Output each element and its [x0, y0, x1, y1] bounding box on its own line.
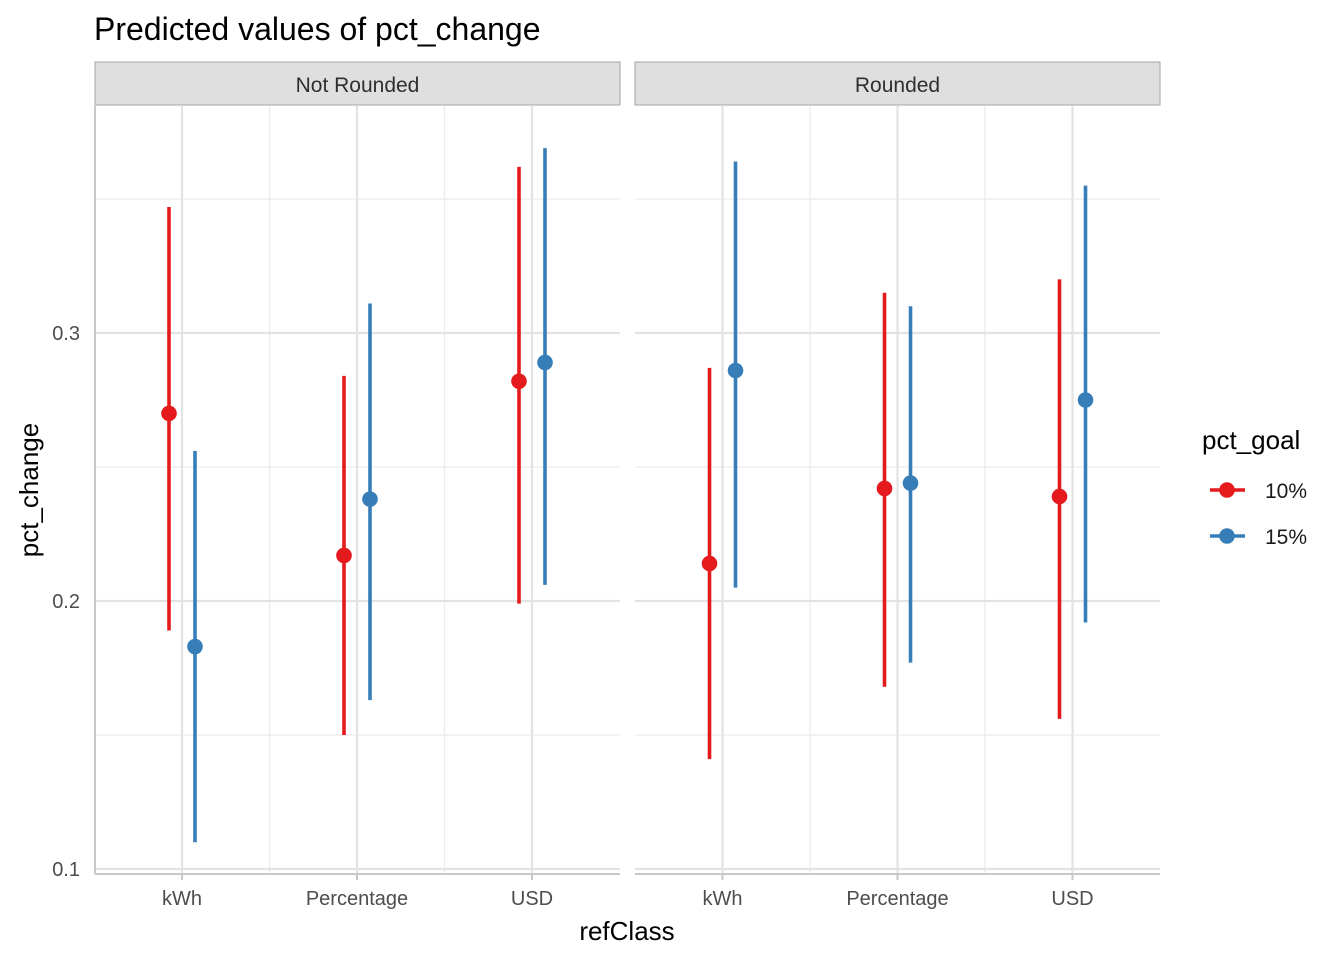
- point-not-rounded-10-usd: [511, 373, 527, 390]
- point-rounded-10-percentage: [876, 480, 893, 497]
- x-tick-label-usd: USD: [1051, 888, 1093, 910]
- x-tick-label-percentage: Percentage: [306, 888, 408, 910]
- point-rounded-10-usd: [1051, 488, 1068, 505]
- panels: Not Rounded kWh Percentage USD Rounded kWh Per…: [94, 61, 1161, 910]
- legend: pct_goal 10% 15%: [1202, 425, 1307, 549]
- y-tick-label: 0.3: [52, 323, 80, 345]
- x-axis-title: refClass: [579, 916, 674, 946]
- strip-label: Not Rounded: [296, 74, 420, 97]
- point-rounded-15-usd: [1077, 392, 1094, 408]
- legend-label-15: 15%: [1265, 526, 1307, 549]
- legend-title: pct_goal: [1202, 425, 1300, 455]
- strip-background: [94, 61, 621, 106]
- x-tick-label-kwh: kWh: [703, 888, 743, 910]
- panel-rounded: Rounded kWh Percentage USD: [634, 61, 1161, 910]
- strip-label: Rounded: [855, 74, 940, 97]
- panel-not-rounded: Not Rounded kWh Percentage USD: [94, 61, 621, 910]
- strip-background: [634, 61, 1161, 106]
- legend-key-point-10: [1219, 482, 1235, 498]
- x-tick-label-usd: USD: [511, 888, 553, 910]
- point-rounded-15-percentage: [902, 475, 919, 491]
- point-not-rounded-15-percentage: [362, 491, 378, 507]
- legend-key-point-15: [1219, 528, 1235, 544]
- point-not-rounded-15-kwh: [187, 638, 203, 655]
- y-axis-title: pct_change: [14, 423, 44, 557]
- point-not-rounded-10-kwh: [161, 405, 177, 422]
- point-rounded-15-kwh: [727, 362, 744, 379]
- y-tick-label: 0.1: [52, 859, 80, 881]
- point-not-rounded-10-percentage: [336, 547, 352, 564]
- chart-title: Predicted values of pct_change: [94, 11, 541, 47]
- legend-label-10: 10%: [1265, 480, 1307, 503]
- x-tick-label-kwh: kWh: [162, 888, 202, 910]
- point-rounded-10-kwh: [701, 555, 718, 572]
- point-not-rounded-15-usd: [537, 354, 553, 371]
- y-tick-label: 0.2: [52, 591, 80, 613]
- x-tick-label-percentage: Percentage: [846, 888, 948, 910]
